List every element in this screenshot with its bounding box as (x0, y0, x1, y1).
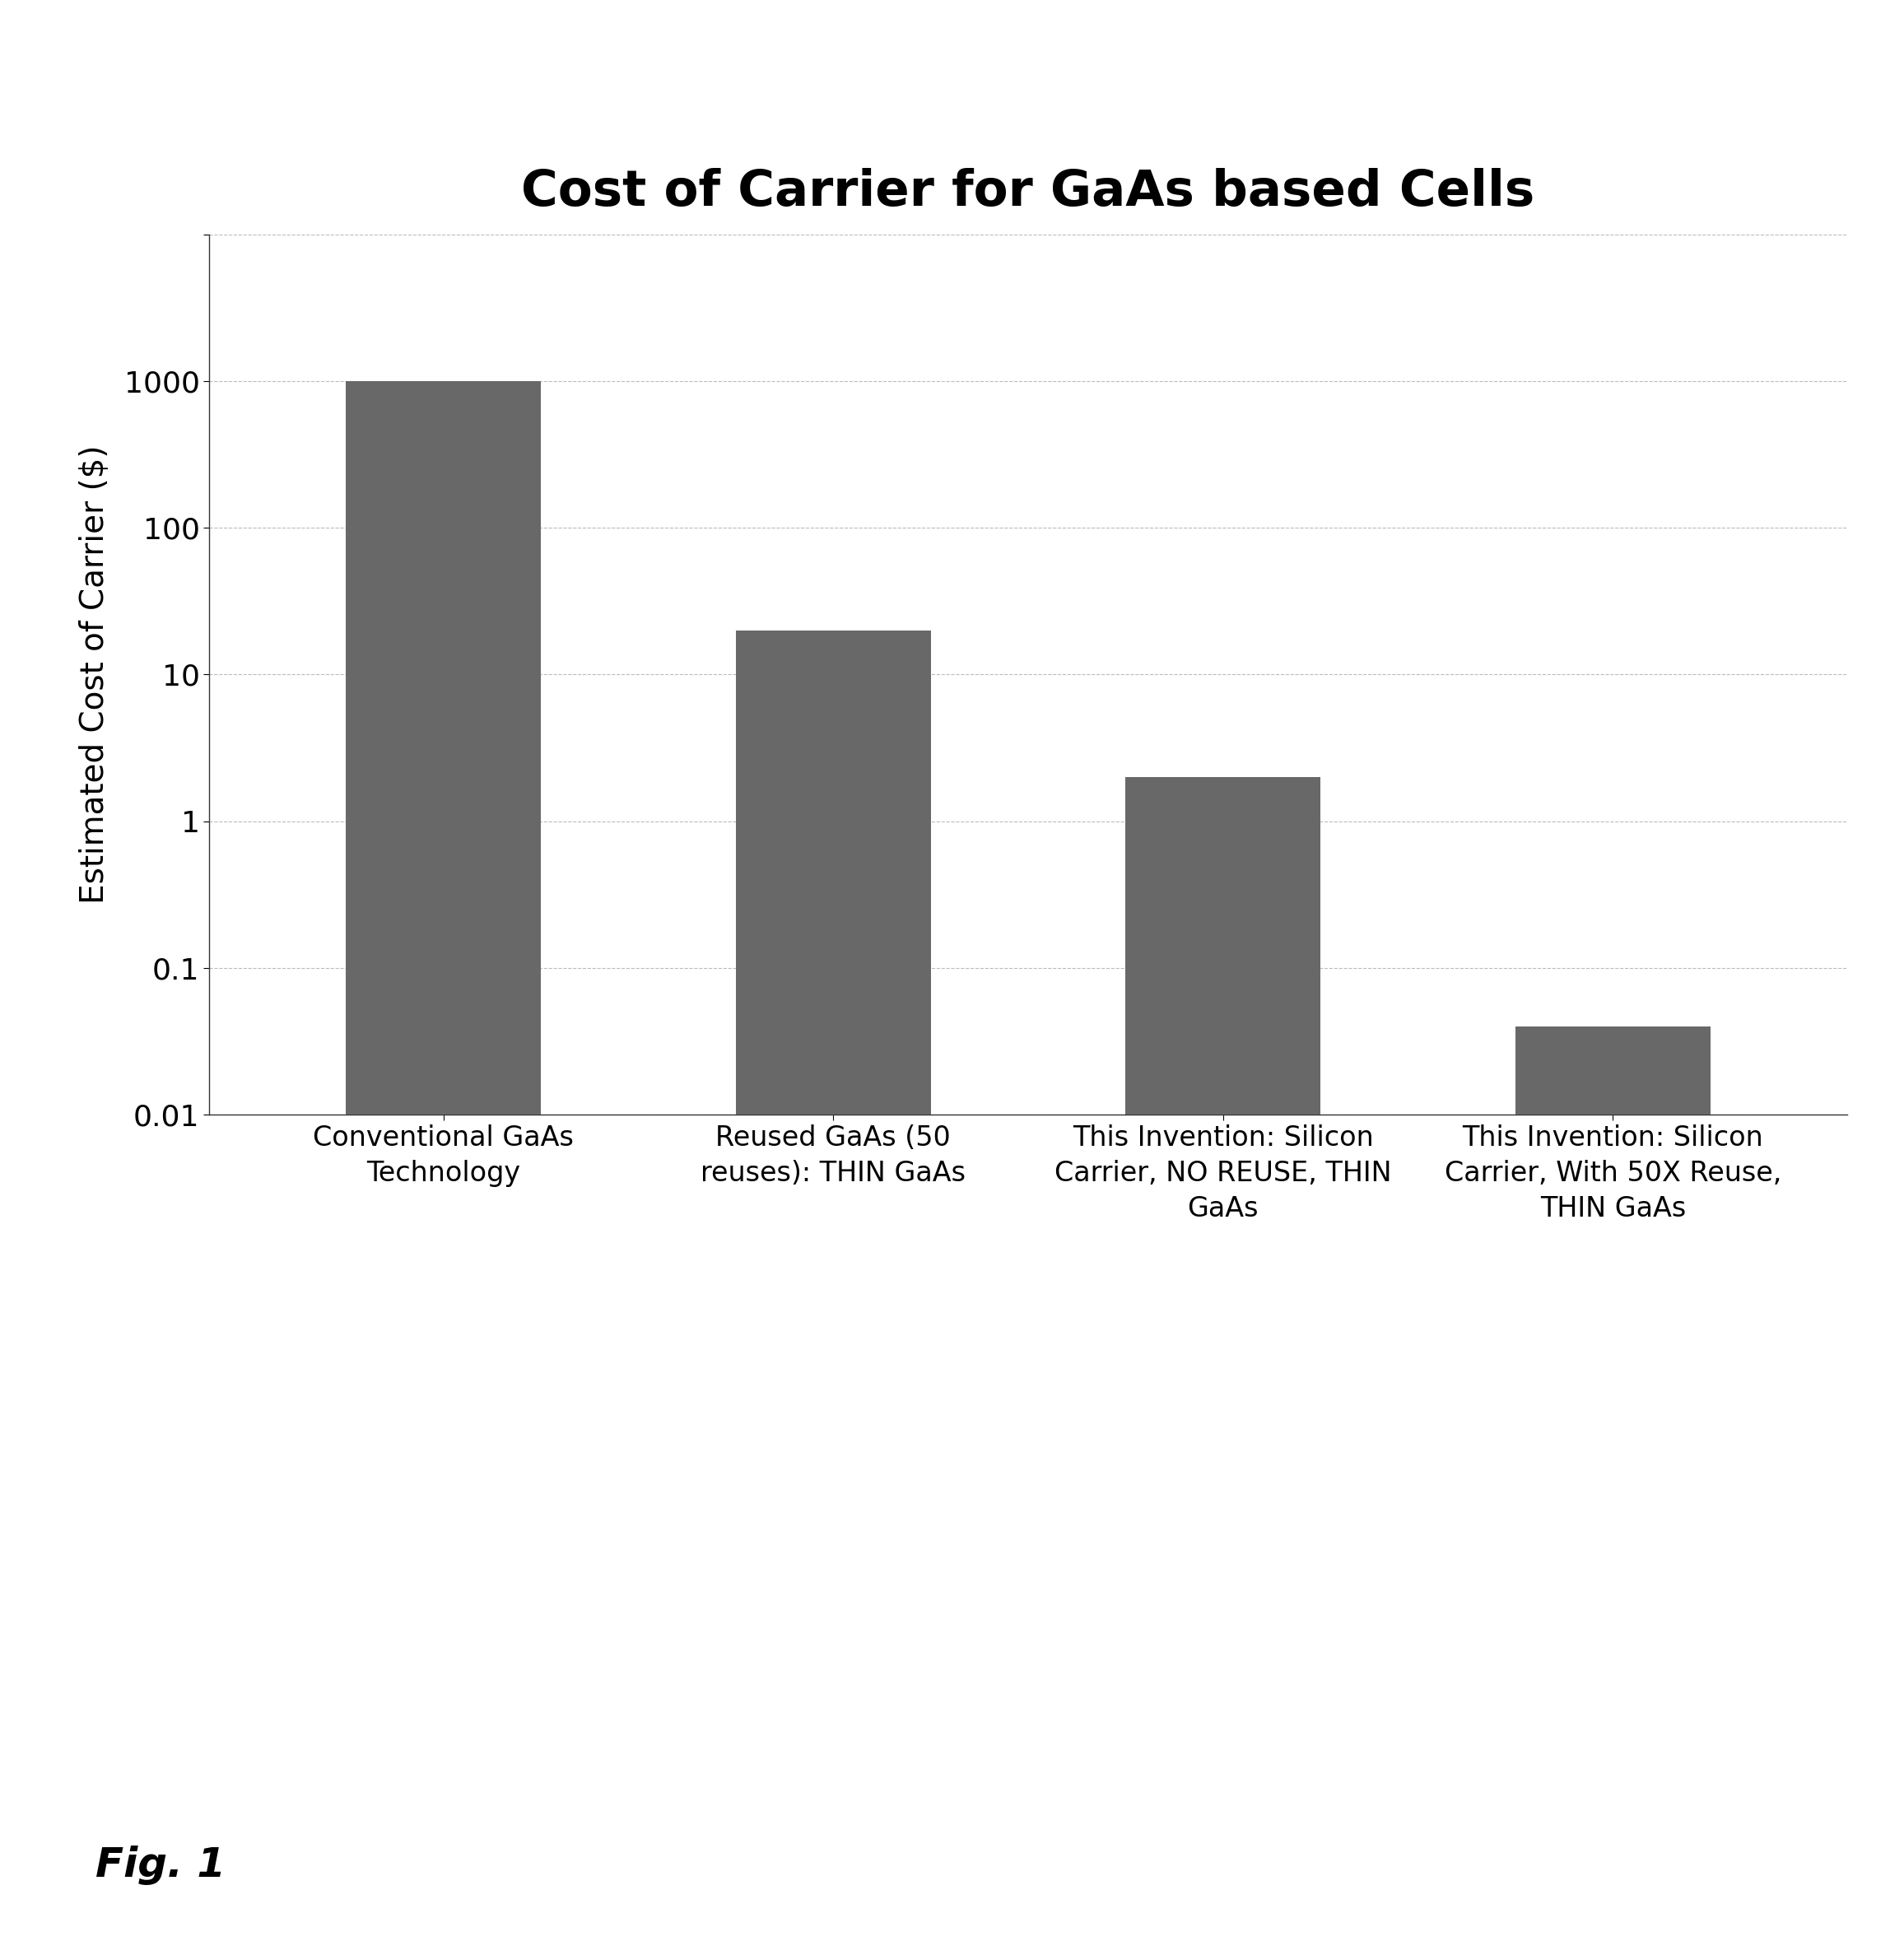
Y-axis label: Estimated Cost of Carrier ($): Estimated Cost of Carrier ($) (78, 446, 110, 903)
Bar (735, 630, 931, 1955)
Title: Cost of Carrier for GaAs based Cells: Cost of Carrier for GaAs based Cells (522, 168, 1535, 217)
Bar (1125, 776, 1321, 1955)
Bar (1516, 1026, 1710, 1955)
Text: Fig. 1: Fig. 1 (95, 1846, 225, 1885)
Bar (347, 381, 541, 1955)
